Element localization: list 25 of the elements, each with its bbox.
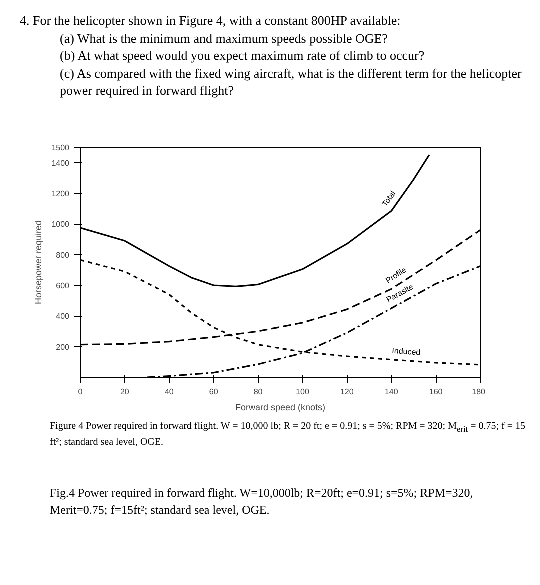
x-tick-label: 0: [78, 388, 84, 396]
x-tick-label: 180: [472, 388, 486, 396]
y-axis-title: Horsepower required: [34, 220, 44, 305]
x-tick-label: 80: [254, 388, 264, 396]
y-tick-label: 200: [56, 342, 70, 352]
x-tick-label: 40: [164, 388, 174, 396]
x-tick-label: 140: [384, 388, 399, 396]
y-tick-label: 1200: [52, 190, 70, 198]
chart-subtitle: (a) What is the minimum and maximum speeds possible OGE? (b) At what speed would you expect maximum rate of climb to occur? (c) As compared with the fixed wing aircraft, what is the different term for the helicopter power required in forward flight?: [60, 30, 523, 100]
caption: Fig.4 Power required in forward flight. W=10,000lb; R=20ft; e=0.91; s=5%; RPM=320, Merit=0.75; f=15ft²; standard sea level, OGE.: [50, 485, 474, 519]
series-label: Induced: [392, 346, 421, 358]
text: Figure 4 Power required in forward flight. W = 10,000 lb; R = 20 ft; e = 0.91; s = 5%; RPM = 320; M$_{erit}$ = 0.75; f = 15 ft²; standard sea level, OGE.: [50, 421, 526, 448]
y-tick-label: 1500: [52, 144, 70, 152]
x-tick-label: 160: [429, 388, 444, 396]
y-tick-label: 800: [56, 250, 70, 260]
y-tick-label: 1400: [52, 158, 70, 168]
x-tick-label: 20: [120, 388, 130, 396]
y-tick-label: 1000: [52, 220, 70, 230]
y-tick-label: 400: [56, 312, 70, 322]
x-tick-label: 100: [296, 388, 310, 396]
x-tick-label: 120: [340, 388, 354, 396]
x-axis-title: Forward speed (knots): [235, 402, 326, 412]
y-tick-label: 600: [56, 282, 70, 290]
chart-title: 4. For the helicopter shown in Figure 4, with a constant 800HP available:: [20, 12, 402, 30]
x-tick-label: 60: [209, 388, 219, 396]
